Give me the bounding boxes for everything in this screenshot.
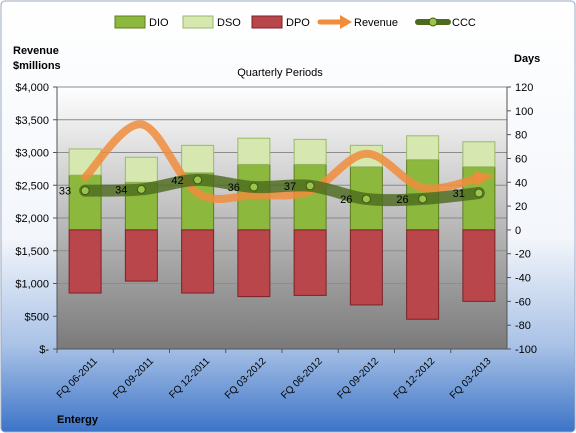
bar-dpo (406, 229, 440, 320)
bar-dso (181, 144, 215, 174)
left-tick-label: $2,000 (15, 213, 49, 225)
left-tick-label: $4,000 (15, 82, 49, 94)
left-axis-label-line2: $millions (13, 60, 61, 72)
bar-dso (293, 138, 327, 165)
right-tick-label: 60 (515, 153, 527, 165)
left-tick-label: $3,500 (15, 115, 49, 127)
ccc-marker (136, 184, 146, 194)
right-tick-label: -80 (515, 320, 531, 332)
ccc-data-label: 36 (228, 182, 240, 194)
ccc-line (79, 173, 485, 207)
right-tick-label: -20 (515, 249, 531, 261)
bar-dso (124, 156, 158, 183)
bar-dpo (237, 229, 271, 298)
ccc-data-label: 33 (59, 186, 71, 198)
ccc-data-label: 26 (340, 194, 352, 206)
ccc-marker (361, 194, 371, 204)
ccc-marker (474, 188, 484, 198)
left-tick-label: $- (39, 344, 49, 356)
bar-dso (406, 135, 440, 161)
legend-marker-ccc (428, 17, 438, 27)
legend-swatch-dpo (251, 15, 283, 29)
chart-title: Quarterly Periods (237, 67, 323, 79)
bar-dio (68, 174, 102, 231)
bar-dso (462, 141, 496, 168)
bar-dpo (293, 229, 327, 296)
revenue-line (81, 120, 483, 203)
bar-dpo (124, 229, 158, 282)
ccc-marker (418, 194, 428, 204)
legend: DIO DSO DPO Revenue CCC (114, 15, 476, 29)
legend-label-revenue: Revenue (354, 17, 398, 29)
bar-dpo (68, 229, 102, 294)
right-tick-label: 80 (515, 130, 527, 142)
ccc-data-label: 42 (171, 175, 183, 187)
left-tick-label: $1,500 (15, 246, 49, 258)
left-tick-label: $3,000 (15, 148, 49, 160)
left-tick-label: $500 (25, 311, 49, 323)
bar-dpo (181, 229, 215, 294)
ccc-marker (193, 175, 203, 185)
right-tick-label: 100 (515, 106, 533, 118)
legend-swatch-dso (182, 15, 214, 29)
ccc-marker (80, 186, 90, 196)
ccc-marker (249, 182, 259, 192)
right-tick-label: -40 (515, 273, 531, 285)
bar-dpo (349, 229, 383, 306)
right-tick-label: 40 (515, 177, 527, 189)
ccc-data-label: 31 (453, 188, 465, 200)
lines-layer: 33 34 42 36 37 26 26 31 (59, 120, 495, 207)
ccc-data-label: 37 (284, 181, 296, 193)
legend-swatch-dio (114, 15, 146, 29)
ccc-data-label: 34 (115, 184, 127, 196)
right-tick-label: 120 (515, 82, 533, 94)
right-tick-label: 20 (515, 201, 527, 213)
legend-label-dio: DIO (149, 17, 169, 29)
right-tick-label: -60 (515, 296, 531, 308)
revenue-arrowhead (473, 171, 495, 187)
legend-label-dpo: DPO (286, 17, 310, 29)
legend-label-ccc: CCC (452, 17, 476, 29)
legend-arrowhead-revenue (340, 15, 352, 29)
left-tick-label: $1,000 (15, 279, 49, 291)
left-axis-label-line1: Revenue (13, 45, 59, 57)
right-axis-label: Days (514, 53, 540, 65)
company-name: Entergy (57, 414, 99, 426)
right-tick-label: 0 (515, 225, 521, 237)
bar-dpo (462, 229, 496, 302)
left-tick-label: $2,500 (15, 180, 49, 192)
bar-dso (237, 137, 271, 165)
ccc-data-label: 26 (396, 194, 408, 206)
right-tick-label: -100 (515, 344, 537, 356)
ccc-marker (305, 181, 315, 191)
legend-label-dso: DSO (217, 17, 241, 29)
